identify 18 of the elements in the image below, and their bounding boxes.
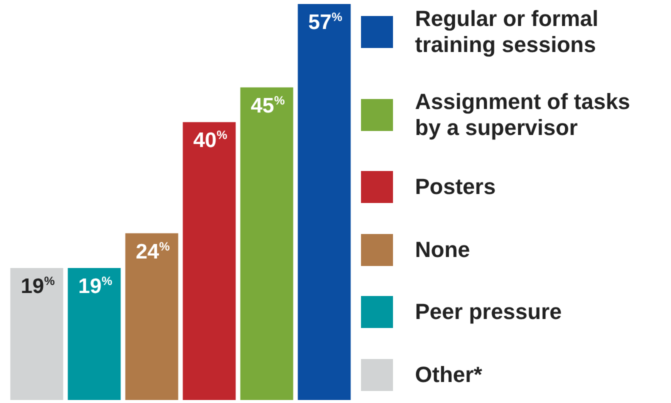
bar [182,122,236,400]
legend-label: None [415,236,470,263]
bar [240,87,294,400]
data-label: 24% [136,239,170,264]
legend-label: Regular or formal training sessions [415,6,600,58]
data-label: 45% [250,93,286,118]
legend-label: Peer pressure [415,299,562,326]
data-label: 19% [78,274,113,298]
data-label: 19% [20,274,56,298]
data-label: 40% [193,128,228,152]
data-label: 57% [308,10,343,34]
bar [68,268,121,400]
legend-label: Assignment of tasks by a supervisor [415,88,632,141]
bar [298,4,351,400]
legend-label: Other* [415,362,482,388]
bar [125,233,178,400]
legend-label: Posters [415,174,496,200]
bar [10,268,64,400]
